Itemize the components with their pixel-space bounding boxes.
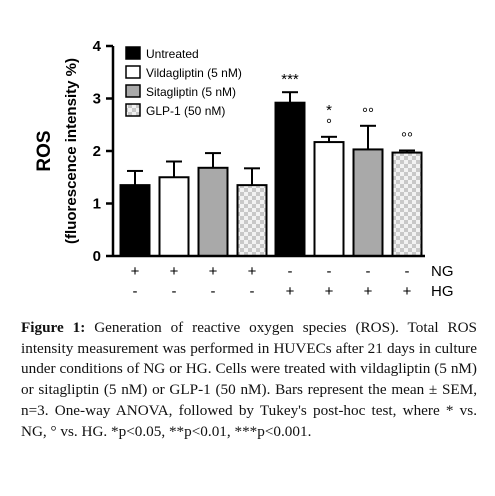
condition-sign: + (364, 283, 373, 300)
y-tick-label: 3 (93, 91, 101, 108)
caption-text: Generation of reactive oxygen species (R… (21, 319, 477, 440)
caption-label: Figure 1: (21, 319, 86, 336)
condition-label-hg: HG (431, 283, 454, 300)
bar-ng-1 (119, 184, 151, 257)
bar-hg-3 (352, 148, 384, 257)
condition-sign: - (172, 283, 177, 300)
legend-swatch-2 (125, 65, 141, 79)
condition-sign: - (250, 283, 255, 300)
significance-annotation: * (326, 102, 332, 119)
figure-caption: Figure 1: Generation of reactive oxygen … (21, 318, 477, 442)
legend-swatch-3 (125, 84, 141, 98)
condition-sign: - (133, 283, 138, 300)
bar-ng-4 (236, 184, 268, 257)
condition-sign: + (170, 263, 179, 280)
bar-hg-4 (391, 151, 423, 257)
legend-label-3: Sitagliptin (5 nM) (146, 85, 236, 99)
bar-hg-2 (313, 141, 345, 257)
y-tick-label: 0 (93, 248, 101, 265)
significance-annotation: ° (326, 116, 332, 133)
condition-sign: + (209, 263, 218, 280)
significance-annotation: °° (362, 105, 374, 122)
y-axis-title-line1: ROS (34, 130, 55, 171)
legend-label-4: GLP-1 (50 nM) (146, 104, 225, 118)
y-tick-label: 1 (93, 196, 101, 213)
condition-sign: + (286, 283, 295, 300)
bar-ng-3 (197, 166, 229, 257)
condition-sign: + (325, 283, 334, 300)
bar-ng-2 (158, 176, 190, 257)
significance-annotation: °° (401, 129, 413, 146)
condition-sign: - (288, 263, 293, 280)
condition-sign: - (327, 263, 332, 280)
legend-label-2: Vildagliptin (5 nM) (146, 66, 242, 80)
bar-hg-1 (274, 101, 306, 257)
condition-sign: - (366, 263, 371, 280)
significance-annotation: *** (281, 71, 299, 88)
condition-sign: - (211, 283, 216, 300)
y-tick-label: 2 (93, 143, 101, 160)
legend-swatch-4 (125, 103, 141, 117)
condition-sign: + (403, 283, 412, 300)
condition-sign: + (248, 263, 257, 280)
condition-label-ng: NG (431, 263, 454, 280)
condition-sign: + (131, 263, 140, 280)
condition-sign: - (405, 263, 410, 280)
legend-swatch-1 (125, 46, 141, 60)
y-tick-label: 4 (93, 38, 102, 55)
legend-label-1: Untreated (146, 47, 199, 61)
ros-bar-chart: 0 1 2 3 4 ROS (fluorescence intensity %) *** °* °… (34, 38, 454, 300)
y-axis-title-line2: (fluorescence intensity %) (63, 58, 80, 244)
